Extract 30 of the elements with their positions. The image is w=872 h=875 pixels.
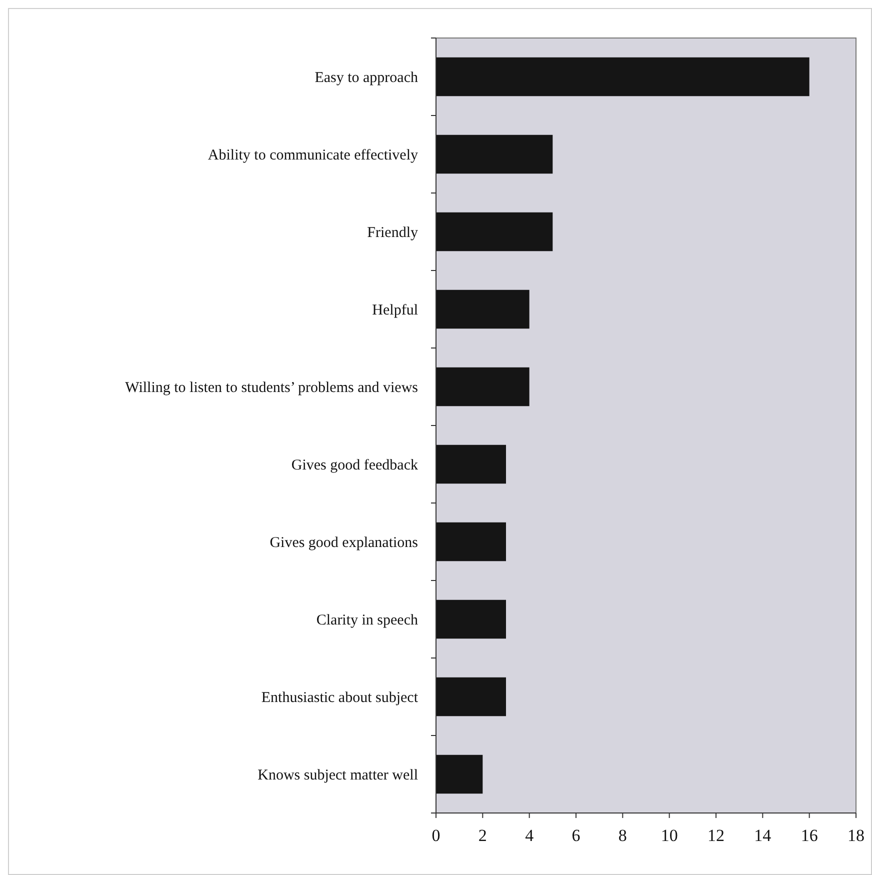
x-tick-label: 16 [800, 826, 818, 845]
bar [436, 754, 483, 794]
y-tick-label: Gives good feedback [291, 458, 418, 474]
x-tick-label: 18 [848, 826, 864, 845]
x-tick-label: 2 [478, 826, 487, 845]
bar [436, 290, 530, 329]
bar [436, 134, 553, 174]
y-tick-label: Ability to communicate effectively [208, 148, 418, 164]
y-tick-label: Helpful [372, 302, 418, 318]
bar [436, 212, 553, 252]
bar [436, 522, 506, 562]
x-tick-label: 4 [525, 826, 534, 845]
bar [436, 600, 506, 639]
x-tick-label: 14 [754, 826, 772, 845]
x-tick-label: 0 [432, 826, 440, 845]
y-tick-label: Enthusiastic about subject [261, 690, 419, 706]
bar [436, 444, 506, 484]
bar [436, 367, 530, 406]
bar [436, 57, 810, 96]
x-tick-label: 12 [708, 826, 724, 845]
y-tick-label: Knows subject matter well [258, 768, 418, 784]
y-tick-label: Friendly [367, 225, 418, 241]
y-tick-label: Clarity in speech [316, 612, 418, 628]
x-tick-label: 10 [660, 826, 678, 845]
y-tick-label: Easy to approach [314, 70, 418, 86]
bar [436, 677, 506, 716]
y-tick-label: Willing to listen to students’ problems and views [125, 380, 418, 396]
x-tick-label: 8 [618, 826, 627, 845]
x-tick-label: 6 [572, 826, 580, 845]
y-tick-label: Gives good explanations [270, 535, 418, 551]
